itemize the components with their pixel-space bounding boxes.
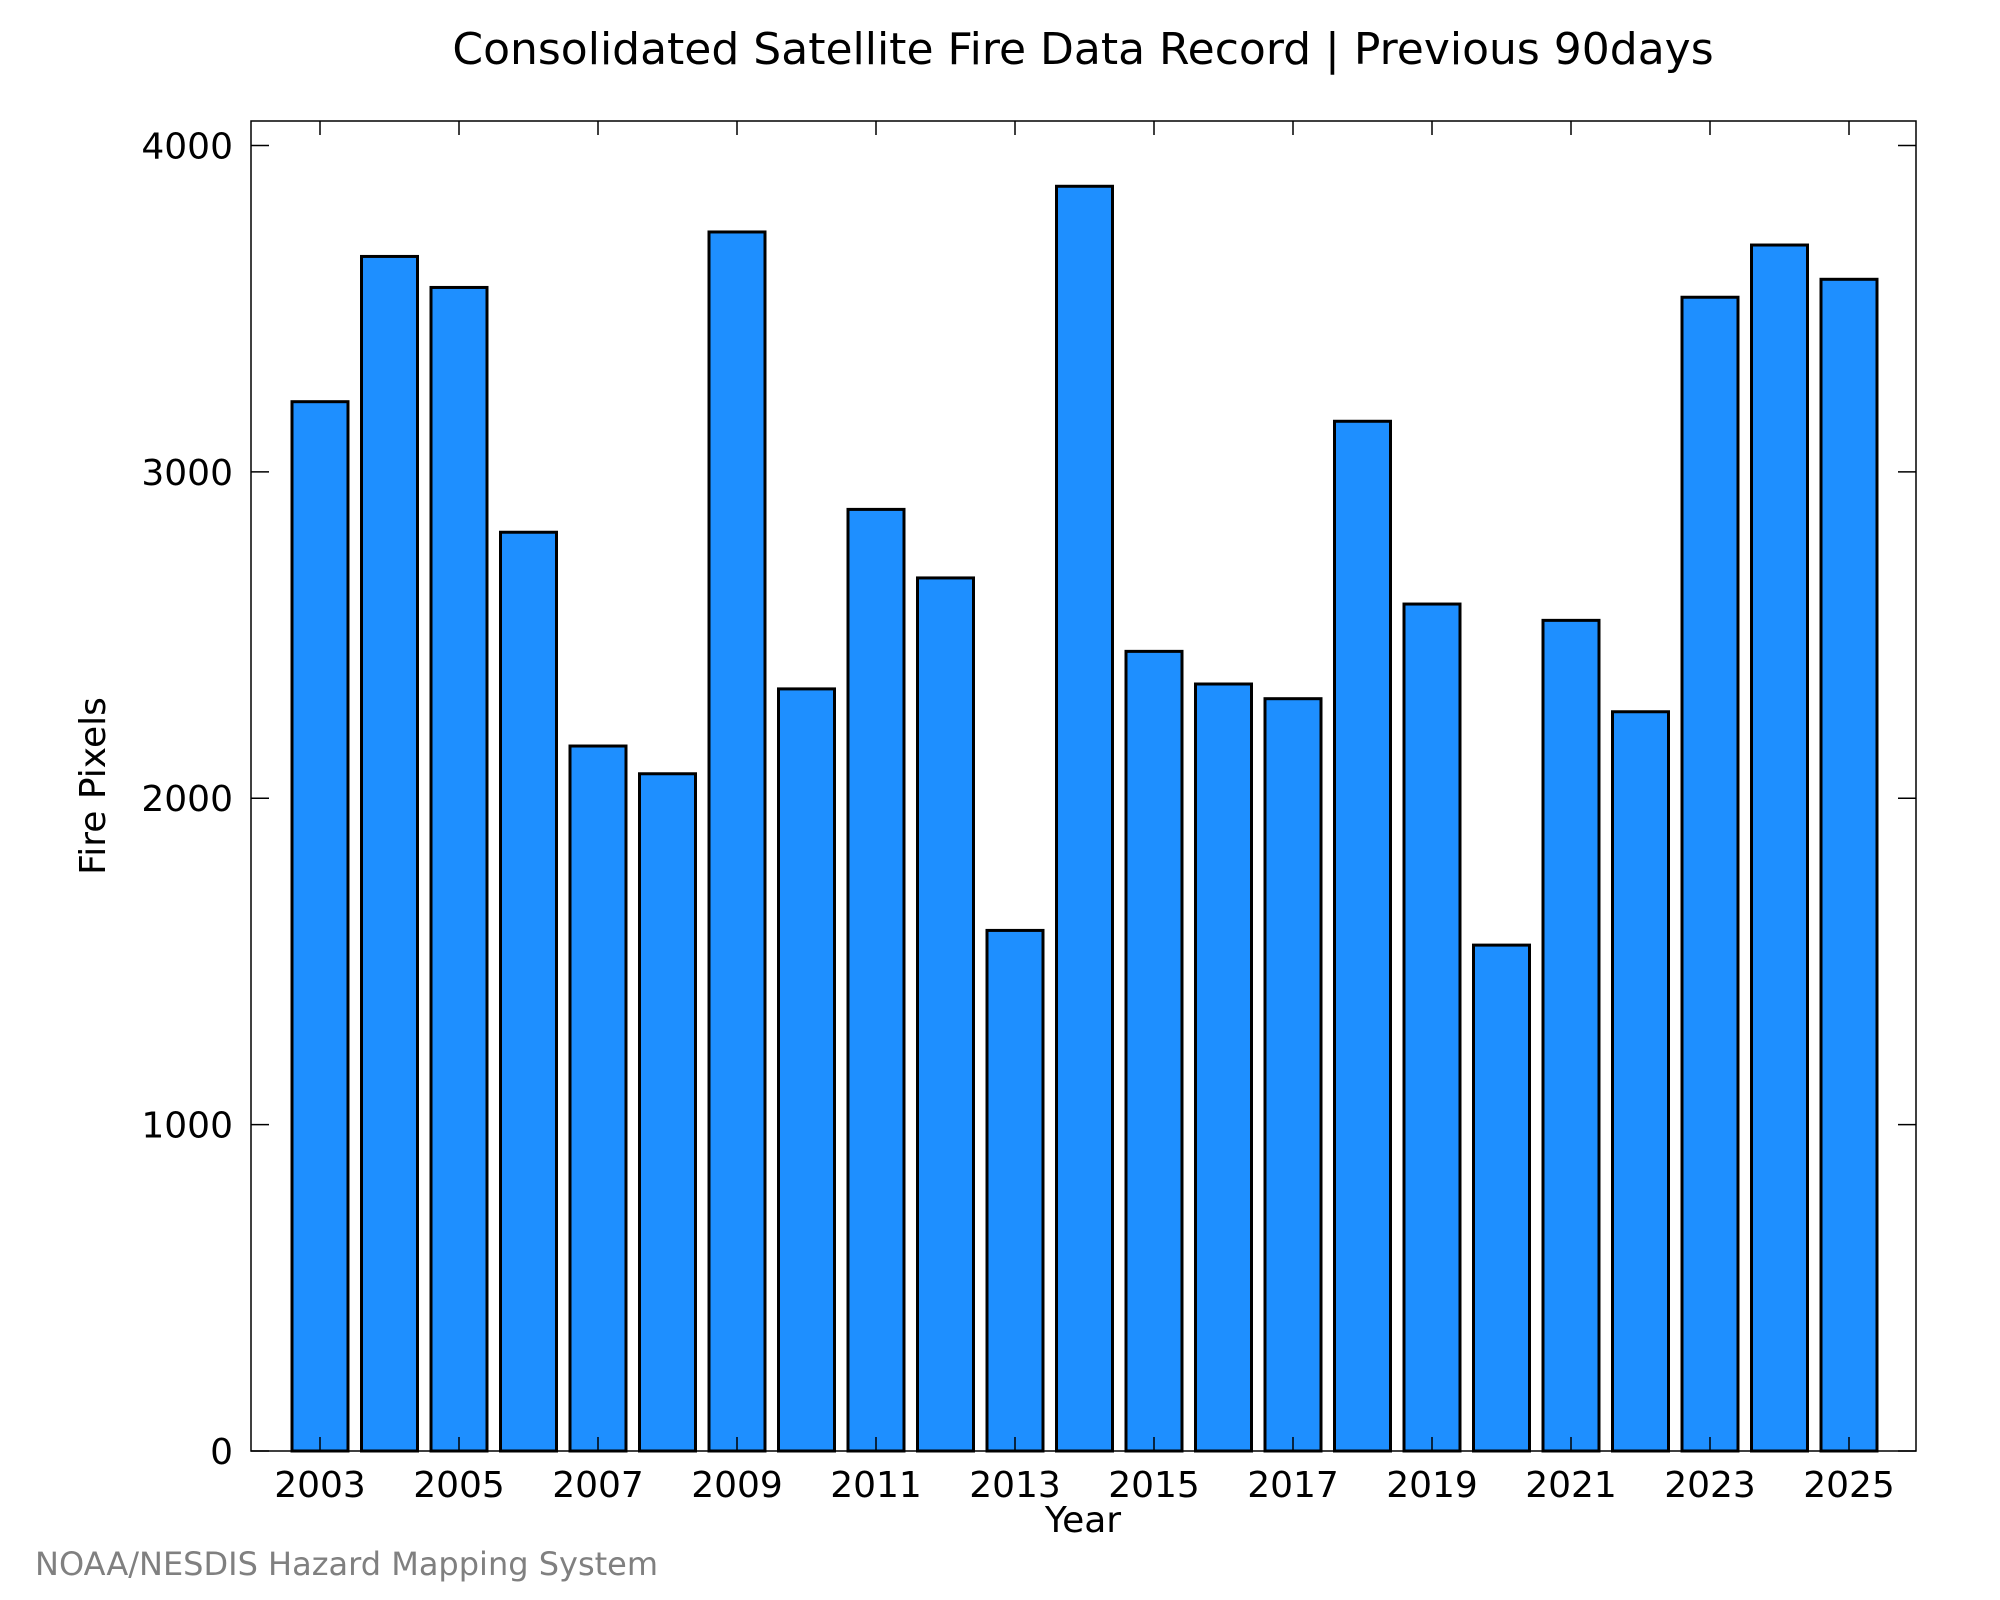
- x-axis-label: Year: [1044, 1500, 1121, 1541]
- bar-2021: [1541, 618, 1601, 1453]
- bar-2013: [985, 928, 1045, 1453]
- bar-2014: [1055, 184, 1114, 1453]
- bar-2008: [638, 772, 697, 1453]
- bar-2018: [1333, 419, 1392, 1453]
- x-tick-label-2011: 2011: [830, 1465, 922, 1506]
- bar-2022: [1611, 710, 1670, 1453]
- tick-group: 2003 2005 2007 2009 2011 2013 2015 2017 2019 2021…: [141, 121, 1916, 1506]
- y-tick-label-2000: 2000: [141, 779, 233, 820]
- bar-2009: [707, 230, 767, 1453]
- bar-2005: [429, 285, 489, 1453]
- x-tick-label-2021: 2021: [1525, 1465, 1617, 1506]
- x-tick-label-2005: 2005: [413, 1465, 505, 1506]
- bar-2020: [1472, 943, 1531, 1453]
- bar-2004: [360, 254, 419, 1453]
- x-tick-label-2013: 2013: [969, 1465, 1061, 1506]
- x-tick-label-2017: 2017: [1247, 1465, 1339, 1506]
- x-tick-label-2025: 2025: [1803, 1465, 1895, 1506]
- bar-2015: [1124, 649, 1184, 1453]
- plot-frame: [250, 120, 1917, 1452]
- bar-2012: [916, 576, 975, 1453]
- x-tick-label-2007: 2007: [552, 1465, 644, 1506]
- bar-2007: [568, 744, 628, 1453]
- bar-group: [290, 184, 1879, 1453]
- x-tick-label-2003: 2003: [274, 1465, 366, 1506]
- bar-2016: [1194, 682, 1253, 1453]
- bar-2017: [1263, 697, 1323, 1453]
- bar-2024: [1750, 243, 1809, 1453]
- x-tick-label-2023: 2023: [1664, 1465, 1756, 1506]
- bar-2003: [290, 400, 350, 1453]
- y-tick-label-4000: 4000: [141, 126, 233, 167]
- y-tick-label-0: 0: [210, 1432, 233, 1473]
- x-tick-label-2009: 2009: [691, 1465, 783, 1506]
- y-tick-label-1000: 1000: [141, 1106, 233, 1147]
- bar-2010: [777, 687, 836, 1453]
- bar-2025: [1819, 277, 1879, 1453]
- credit-text: NOAA/NESDIS Hazard Mapping System: [35, 1545, 658, 1583]
- bar-2019: [1402, 602, 1462, 1453]
- chart-title: Consolidated Satellite Fire Data Record …: [452, 24, 1713, 75]
- x-tick-label-2019: 2019: [1386, 1465, 1478, 1506]
- x-tick-label-2015: 2015: [1108, 1465, 1200, 1506]
- y-axis-label: Fire Pixels: [73, 697, 114, 875]
- bar-2011: [846, 507, 906, 1453]
- bar-2023: [1680, 295, 1740, 1453]
- y-tick-label-3000: 3000: [141, 453, 233, 494]
- bar-2006: [499, 530, 558, 1453]
